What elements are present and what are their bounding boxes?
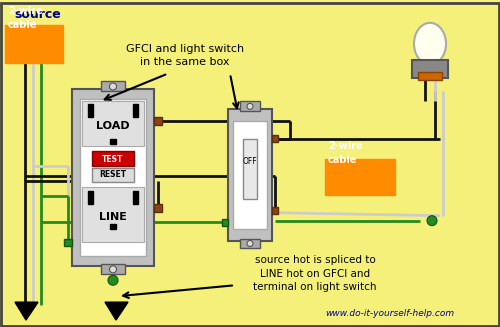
Bar <box>228 109 272 241</box>
Circle shape <box>110 83 116 90</box>
Bar <box>80 99 146 256</box>
Bar <box>82 187 144 242</box>
Bar <box>240 238 260 249</box>
Text: GFCI and light switch
in the same box: GFCI and light switch in the same box <box>126 44 244 67</box>
Text: 2-wire
cable: 2-wire cable <box>8 6 43 30</box>
Bar <box>154 204 162 212</box>
Text: RESET: RESET <box>100 170 126 180</box>
Circle shape <box>427 216 437 226</box>
Text: LOAD: LOAD <box>96 121 130 131</box>
Bar <box>72 90 154 267</box>
Bar <box>233 121 267 229</box>
Bar <box>243 139 257 199</box>
Text: OFF: OFF <box>242 157 258 165</box>
Ellipse shape <box>414 23 446 65</box>
Bar <box>110 139 116 144</box>
Bar <box>418 72 442 79</box>
Text: source: source <box>14 8 61 21</box>
Polygon shape <box>15 302 38 320</box>
Bar <box>240 101 260 111</box>
Bar <box>82 101 144 146</box>
Bar <box>88 104 93 117</box>
Bar <box>222 219 228 226</box>
Text: www.do-it-yourself-help.com: www.do-it-yourself-help.com <box>326 309 454 318</box>
Bar <box>5 25 63 62</box>
Circle shape <box>110 266 116 273</box>
Bar <box>133 191 138 204</box>
Bar <box>88 191 93 204</box>
Circle shape <box>108 275 118 285</box>
Circle shape <box>247 103 253 109</box>
Bar <box>92 168 134 182</box>
Text: source hot is spliced to
LINE hot on GFCI and
terminal on light switch: source hot is spliced to LINE hot on GFC… <box>254 255 377 292</box>
Polygon shape <box>105 302 128 320</box>
Bar <box>110 224 116 229</box>
Text: 2-wire
cable: 2-wire cable <box>328 141 363 165</box>
Circle shape <box>247 241 253 247</box>
Bar <box>64 238 72 247</box>
Bar <box>154 117 162 125</box>
Bar <box>412 60 448 77</box>
Bar <box>101 265 125 274</box>
Text: LINE: LINE <box>99 212 127 222</box>
Text: TEST: TEST <box>102 155 124 164</box>
Bar <box>133 104 138 117</box>
Bar <box>272 135 278 142</box>
Bar <box>101 81 125 92</box>
Bar <box>92 151 134 166</box>
Bar <box>272 207 278 214</box>
Bar <box>325 159 395 195</box>
